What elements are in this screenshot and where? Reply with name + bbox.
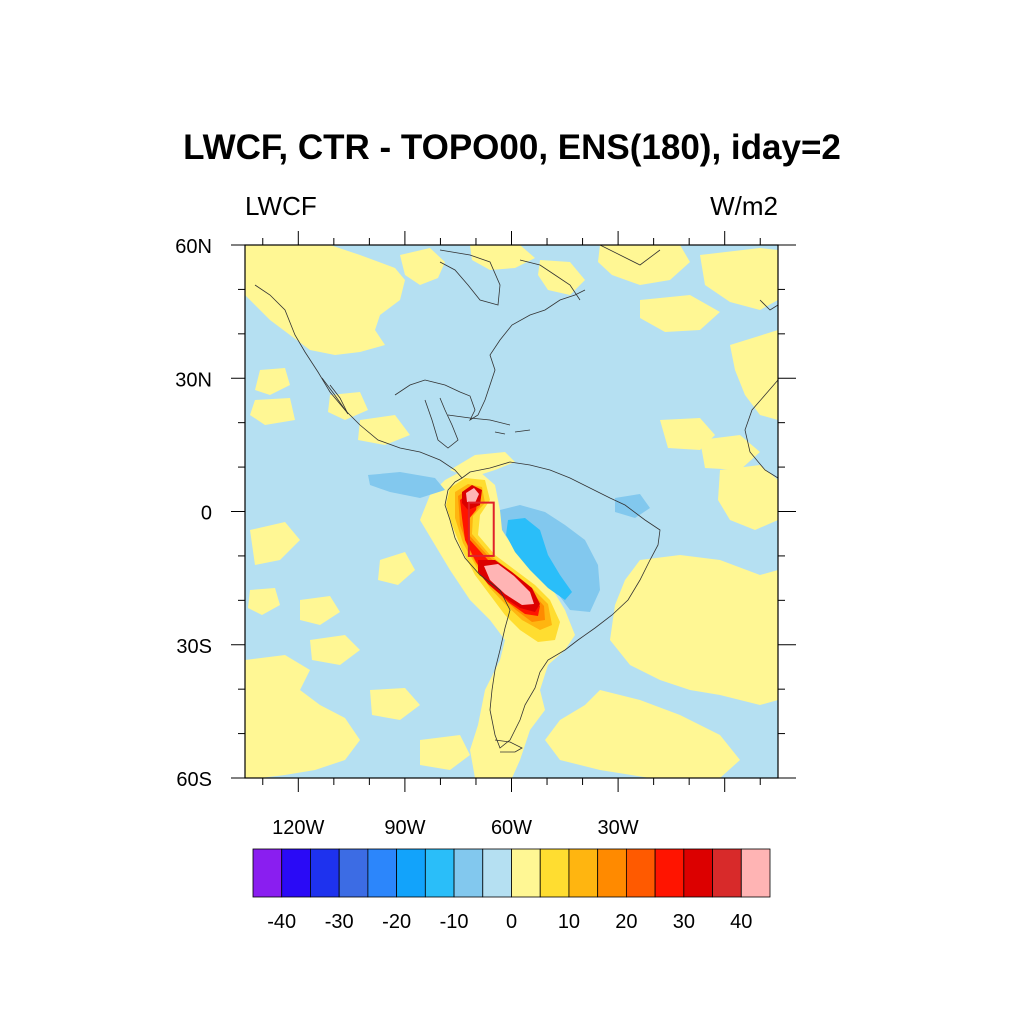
positive-anomaly-regions: [245, 245, 778, 778]
x-tick-label: 90W: [384, 817, 425, 839]
colorbar-swatch: [683, 848, 713, 898]
colorbar-label: -20: [382, 911, 411, 933]
axis-ticks: [231, 231, 796, 792]
colorbar-swatch: [597, 848, 627, 898]
x-tick-label: 120W: [272, 817, 324, 839]
colorbar-swatch: [482, 848, 512, 898]
region-box: [467, 501, 495, 557]
x-axis-labels: 120W 90W 60W 30W: [272, 817, 639, 839]
right-subtitle: W/m2: [710, 191, 778, 221]
colorbar-swatch: [511, 848, 541, 898]
colorbar-swatch: [367, 848, 398, 898]
colorbar-label: 20: [615, 911, 637, 933]
plot-title: LWCF, CTR - TOPO00, ENS(180), iday=2: [183, 128, 841, 167]
y-tick-label: 0: [201, 503, 212, 525]
andes-positive-core: [446, 478, 560, 642]
colorbar-swatch: [712, 848, 742, 898]
colorbar-swatch: [453, 848, 484, 898]
colorbar-swatch: [338, 848, 369, 898]
colorbar-swatch: [252, 848, 283, 898]
negative-anomaly-regions: [368, 472, 650, 612]
colorbar-swatch: [740, 848, 771, 898]
colorbar: [252, 848, 771, 898]
coastlines: [254, 245, 778, 753]
left-subtitle: LWCF: [245, 191, 317, 221]
colorbar-swatch: [654, 848, 685, 898]
y-axis-labels: 60N 30N 0 30S 60S: [175, 236, 212, 791]
colorbar-swatch: [568, 848, 599, 898]
colorbar-swatch: [424, 848, 455, 898]
y-tick-label: 30N: [175, 369, 212, 391]
colorbar-swatch: [281, 848, 311, 898]
map-plot-area: [245, 245, 778, 778]
colorbar-label: -10: [440, 911, 469, 933]
colorbar-label: 10: [558, 911, 580, 933]
y-tick-label: 30S: [176, 636, 212, 658]
colorbar-label: 30: [673, 911, 695, 933]
colorbar-labels: -40 -30 -20 -10 0 10 20 30 40: [267, 911, 752, 933]
y-tick-label: 60S: [176, 769, 212, 791]
colorbar-swatch: [625, 848, 656, 898]
colorbar-label: 40: [730, 911, 752, 933]
x-tick-label: 30W: [598, 817, 639, 839]
colorbar-label: -30: [325, 911, 354, 933]
x-tick-label: 60W: [491, 817, 532, 839]
y-tick-label: 60N: [175, 236, 212, 258]
colorbar-label: 0: [506, 911, 517, 933]
colorbar-label: -40: [267, 911, 296, 933]
colorbar-swatch: [539, 848, 570, 898]
colorbar-swatch: [310, 848, 340, 898]
colorbar-swatch: [396, 848, 426, 898]
